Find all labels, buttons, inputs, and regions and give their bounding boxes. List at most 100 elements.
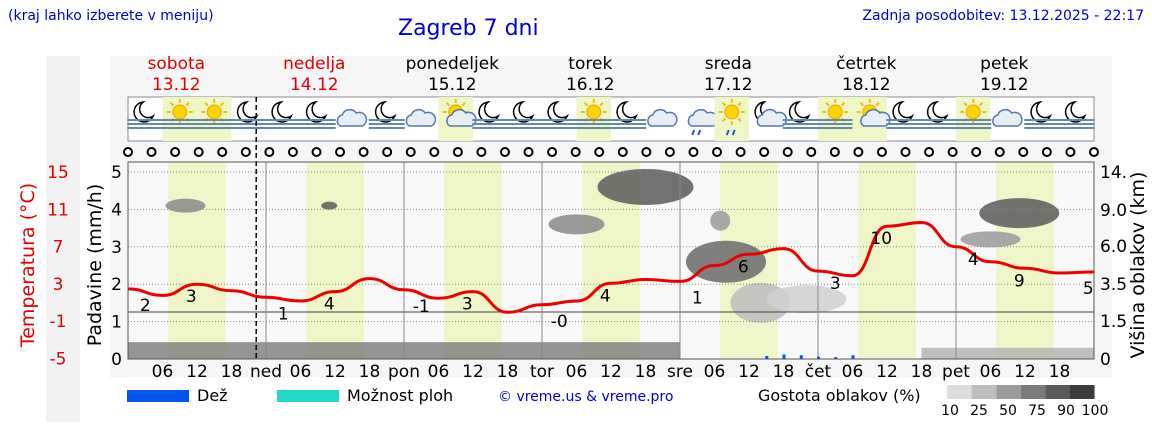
sun-ray [583, 102, 589, 107]
wind-marker [994, 147, 1005, 157]
x-tick-label: 18 [359, 362, 381, 382]
rain-drop [731, 129, 736, 136]
moon-fog-icon [265, 101, 302, 129]
x-tick-label: 06 [704, 362, 726, 382]
temperature-label: 10 [870, 229, 892, 249]
sun-ray [185, 102, 190, 107]
sun-disc [172, 104, 188, 120]
cloud-icon [336, 109, 368, 127]
wind-marker [876, 147, 887, 157]
x-tick-label: 18 [911, 362, 933, 382]
day-name: torek [568, 54, 612, 74]
shower-swatch [277, 390, 339, 402]
precip-tick-label: 3 [111, 238, 122, 258]
wind-marker [523, 147, 534, 157]
moon-shape [788, 101, 811, 123]
moon-shape [478, 101, 501, 123]
sun-ray [721, 102, 727, 107]
sun-disc [827, 104, 843, 120]
moon-fog-icon [1058, 101, 1095, 129]
temp-tick-label: -5 [50, 350, 67, 370]
cloud-density-tick: 90 [1057, 403, 1075, 419]
daylight-band [306, 162, 364, 359]
moon-shape [616, 101, 639, 123]
precip-bar [851, 355, 855, 359]
sun-ray [840, 102, 846, 107]
daylight-band [444, 162, 502, 359]
x-tick-label: 12 [876, 362, 898, 382]
cloud-density-tick: 10 [941, 403, 959, 419]
rain-drop [725, 129, 730, 136]
wind-marker [264, 147, 275, 157]
wind-marker [123, 147, 133, 157]
cloud-density-tick: 25 [970, 403, 988, 419]
moon-fog-icon [782, 101, 819, 129]
moon-fog-icon [299, 101, 336, 129]
sun-ray [978, 102, 984, 107]
cloud-density-swatch [971, 385, 997, 399]
wind-marker [806, 147, 817, 157]
sun-ray [219, 102, 225, 107]
moon-shape [271, 101, 294, 123]
sun-ray [737, 102, 742, 107]
wind-marker [594, 147, 605, 157]
precip-bar [782, 354, 786, 359]
temperature-label: 4 [600, 286, 611, 306]
daylight-band [996, 162, 1054, 359]
x-tick-label: 06 [566, 362, 588, 382]
sun-fog-icon [817, 97, 854, 141]
cloud-area [979, 198, 1060, 229]
cloud-icon [992, 109, 1023, 127]
page-title: Zagreb 7 dni [398, 16, 539, 41]
moon-shape [1064, 101, 1087, 123]
x-tick-label: 12 [738, 362, 760, 382]
precip-tick-label: 5 [111, 163, 122, 183]
x-tick-label: 06 [428, 362, 450, 382]
day-date: 19.12 [980, 75, 1029, 95]
wind-marker [547, 147, 558, 157]
moon-shape [133, 101, 156, 123]
moon-fog-icon [230, 101, 267, 129]
day-date: 18.12 [842, 75, 891, 95]
cloud-density-tick: 100 [1082, 403, 1109, 419]
cloud-height-tick-label: 3.5 [1100, 275, 1127, 295]
x-tick-label: sre [667, 362, 693, 382]
wind-marker [641, 147, 652, 157]
cloud-height-tick-label: 6.0 [1100, 237, 1127, 257]
cloud-area [548, 214, 605, 235]
wind-marker [759, 147, 770, 157]
moon-fog-icon [472, 101, 509, 129]
temperature-label: 3 [830, 274, 841, 294]
wind-marker [688, 147, 699, 157]
wind-marker [335, 147, 346, 157]
wind-marker [782, 147, 793, 157]
temp-axis-label: Temperatura (°C) [17, 183, 39, 348]
low-cloud-layer [921, 347, 1094, 359]
x-tick-label: 06 [980, 362, 1002, 382]
precip-bar [765, 356, 769, 359]
moon-shape [926, 101, 949, 123]
moon-shape [892, 101, 915, 123]
sun-rain-icon [714, 97, 749, 141]
temperature-label: 4 [324, 295, 335, 315]
moon-shape [1030, 101, 1053, 123]
x-tick-label: tor [530, 362, 554, 382]
day-date: 14.12 [290, 75, 339, 95]
precip-bar [834, 357, 838, 359]
cloud-shape [336, 109, 368, 127]
day-name: sobota [148, 54, 206, 74]
wind-marker [170, 147, 181, 157]
cloud-density-swatch [1020, 385, 1046, 399]
wind-marker [664, 147, 675, 157]
sun-ray [169, 102, 175, 107]
wind-marker [1018, 147, 1029, 157]
cloud-shape [992, 109, 1023, 127]
x-tick-label: čet [805, 362, 832, 382]
daylight-band [168, 162, 226, 359]
x-tick-label: 06 [842, 362, 864, 382]
moon-shape [374, 101, 397, 123]
wind-marker [735, 147, 746, 157]
temperature-label: 3 [186, 287, 197, 307]
precip-tick-label: 1 [111, 313, 122, 333]
